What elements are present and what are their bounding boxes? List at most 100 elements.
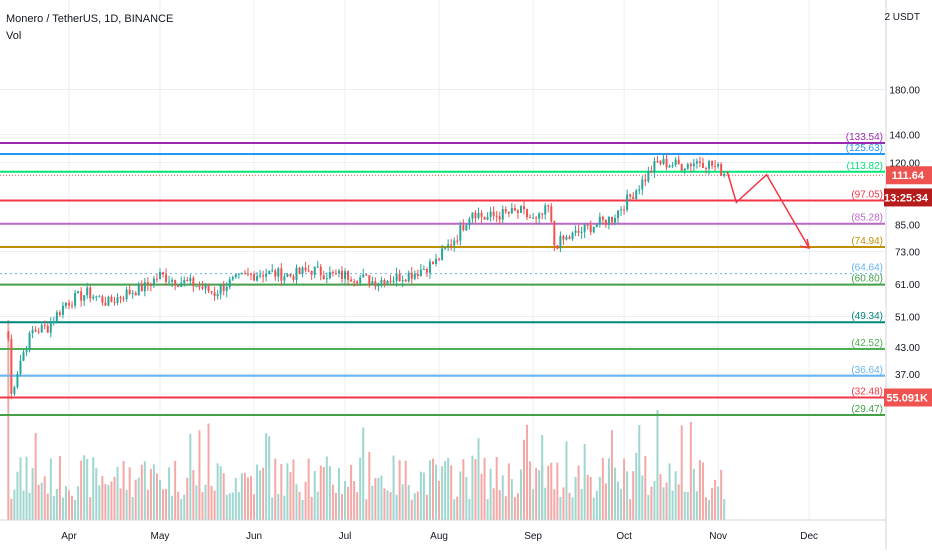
- volume-bar: [137, 477, 140, 520]
- volume-bar: [559, 496, 562, 520]
- volume-bar: [495, 456, 498, 520]
- volume-bar: [280, 463, 283, 520]
- level-label: (60.80): [851, 274, 883, 285]
- volume-bar: [465, 477, 468, 520]
- candle: [462, 225, 465, 231]
- volume-bar: [204, 484, 207, 520]
- candle: [25, 350, 28, 353]
- volume-bar: [246, 477, 249, 520]
- level-label: (85.28): [851, 213, 883, 224]
- candle: [110, 296, 113, 302]
- volume-bar: [659, 474, 662, 520]
- symbol-title[interactable]: Monero / TetherUS, 1D, BINANCE: [6, 13, 174, 25]
- candle: [192, 277, 195, 287]
- candle: [610, 217, 613, 223]
- candle: [362, 274, 365, 278]
- candle: [480, 212, 483, 217]
- candle: [653, 160, 656, 173]
- price-tick-label: 73.00: [895, 248, 920, 259]
- volume-indicator-label[interactable]: Vol: [6, 30, 22, 42]
- volume-bar: [58, 456, 61, 520]
- candle: [395, 273, 398, 281]
- volume-bar: [592, 497, 595, 520]
- candle: [149, 285, 152, 287]
- candle: [398, 273, 401, 282]
- candle: [265, 273, 268, 277]
- volume-bar: [98, 485, 101, 520]
- candle: [371, 281, 374, 285]
- candle: [601, 216, 604, 220]
- volume-bar: [350, 464, 353, 520]
- candle: [55, 312, 58, 323]
- volume-bar: [10, 498, 13, 520]
- candle: [262, 275, 265, 277]
- candle: [64, 302, 67, 306]
- volume-bar: [277, 493, 280, 520]
- candle: [61, 305, 64, 315]
- volume-bar: [262, 467, 265, 520]
- volume-bar: [607, 458, 610, 520]
- candle: [249, 273, 252, 275]
- volume-bar: [507, 463, 510, 520]
- volume-bar: [680, 425, 683, 520]
- volume-bar: [74, 499, 77, 520]
- volume-bar: [547, 465, 550, 520]
- volume-bar: [307, 458, 310, 520]
- volume-bar: [240, 473, 243, 520]
- countdown-value: 13:25:34: [884, 192, 929, 204]
- candle: [383, 280, 386, 286]
- volume-bar: [510, 479, 513, 520]
- candle: [617, 210, 620, 219]
- volume-bar: [638, 425, 641, 520]
- candle: [304, 267, 307, 271]
- volume-bar: [562, 487, 565, 520]
- volume-bar: [489, 468, 492, 520]
- volume-bar: [325, 456, 328, 520]
- level-label: (29.47): [851, 404, 883, 415]
- volume-bar: [158, 479, 161, 520]
- volume-bar: [249, 476, 252, 520]
- volume-bar: [431, 458, 434, 520]
- candle: [131, 292, 134, 294]
- candle: [504, 209, 507, 212]
- candle: [425, 269, 428, 273]
- candle: [319, 266, 322, 276]
- candle: [268, 270, 271, 274]
- volume-bar: [447, 457, 450, 520]
- volume-bar: [398, 460, 401, 520]
- candle: [416, 273, 419, 277]
- candle: [444, 247, 447, 249]
- volume-bar: [704, 497, 707, 520]
- candle: [216, 294, 219, 297]
- candle: [483, 216, 486, 220]
- volume-bar: [231, 492, 234, 520]
- candle: [195, 286, 198, 288]
- volume-bar: [577, 465, 580, 520]
- volume-bar: [383, 488, 386, 520]
- volume-bar: [128, 467, 131, 520]
- candle: [40, 325, 43, 333]
- candle: [389, 280, 392, 283]
- volume-bar: [265, 433, 268, 520]
- candle: [34, 329, 37, 332]
- candle: [562, 235, 565, 240]
- candle: [307, 270, 310, 272]
- candle: [586, 224, 589, 226]
- candle: [535, 217, 538, 219]
- candle: [198, 286, 201, 288]
- volume-layer: [7, 320, 726, 520]
- candle: [13, 387, 16, 394]
- level-label: (32.48): [851, 386, 883, 397]
- price-tick-label: 2 USDT: [884, 12, 920, 23]
- volume-bar: [617, 481, 620, 520]
- candles-layer: [7, 153, 726, 400]
- level-label: (133.54): [846, 132, 883, 143]
- candle: [243, 273, 246, 275]
- volume-bar: [243, 472, 246, 520]
- candle: [492, 211, 495, 216]
- volume-bar: [77, 486, 80, 520]
- volume-bar: [222, 473, 225, 520]
- level-label: (113.82): [846, 161, 883, 172]
